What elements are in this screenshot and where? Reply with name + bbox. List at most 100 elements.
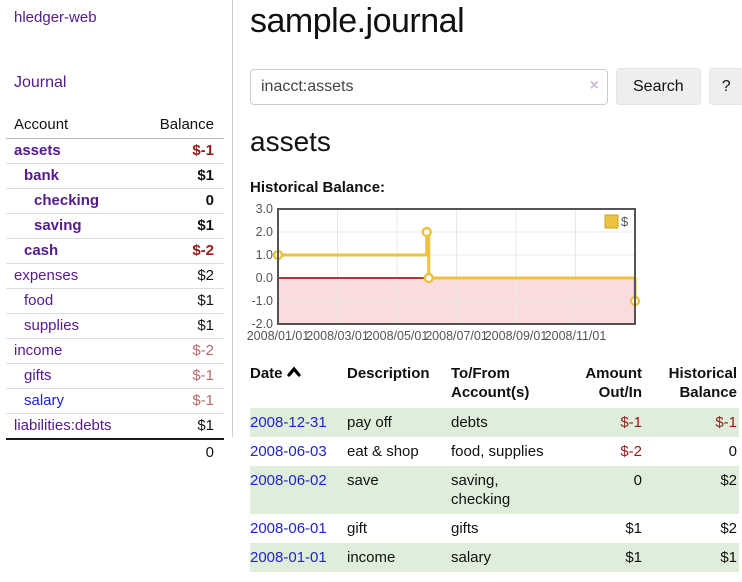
- search-form: × Search ?: [250, 68, 742, 105]
- x-tick-label: 2008/07/01: [425, 329, 488, 343]
- txn-date-link[interactable]: 2008-01-01: [250, 549, 327, 566]
- account-link[interactable]: supplies: [24, 317, 80, 334]
- txn-description: gift: [347, 520, 368, 537]
- account-balance: $-2: [135, 338, 224, 364]
- historical-balance-chart: $3.0 2.0 1.0 0.0 -1.0 -2.02008/01/012008/03/0…: [247, 202, 641, 343]
- account-row: liabilities:debts $1: [6, 413, 224, 439]
- x-tick-label: 2008/05/01: [366, 329, 429, 343]
- txn-amount: $1: [625, 520, 642, 537]
- account-link[interactable]: bank: [24, 167, 60, 184]
- account-row: gifts $-1: [6, 363, 224, 389]
- account-link[interactable]: expenses: [14, 267, 79, 284]
- txn-row: 2008-01-01 income salary $1 $1: [250, 543, 739, 572]
- txn-accounts: gifts: [451, 520, 479, 537]
- txn-row: 2008-12-31 pay off debts $-1 $-1: [250, 408, 739, 437]
- help-button[interactable]: ?: [708, 68, 742, 105]
- sidebar-item-journal[interactable]: Journal: [14, 74, 67, 91]
- account-row: assets $-1: [6, 139, 224, 164]
- account-link[interactable]: food: [24, 292, 54, 309]
- transactions-table: Date Description To/From Account(s) Amount Ou…: [250, 362, 739, 572]
- account-balance: $1: [135, 213, 224, 239]
- x-tick-label: 2008/09/01: [485, 329, 548, 343]
- main-content: sample.journal × Search ? assets Histori…: [247, 0, 742, 572]
- account-balance: $1: [135, 413, 224, 439]
- account-row: bank $1: [6, 163, 224, 189]
- y-tick-label: 0.0: [256, 271, 273, 285]
- txn-col-header[interactable]: To/From Account(s): [451, 365, 530, 401]
- data-point: [421, 226, 432, 238]
- y-tick-label: -1.0: [251, 294, 273, 308]
- txn-description: eat & shop: [347, 443, 419, 460]
- account-balance: $-1: [135, 388, 224, 414]
- account-row: food $1: [6, 288, 224, 314]
- txn-accounts: saving, checking: [451, 466, 563, 514]
- search-button[interactable]: Search: [616, 68, 701, 105]
- txn-description: pay off: [347, 408, 451, 437]
- account-balance: $1: [135, 313, 224, 339]
- txn-accounts: debts: [451, 408, 563, 437]
- clear-search-icon[interactable]: ×: [589, 76, 599, 94]
- y-tick-label: 3.0: [256, 202, 273, 216]
- txn-col-header[interactable]: Historical Balance: [668, 365, 737, 401]
- x-tick-label: 2008/03/01: [306, 329, 369, 343]
- txn-amount: $1: [563, 543, 644, 572]
- account-row: salary $-1: [6, 388, 224, 414]
- account-link[interactable]: cash: [24, 242, 59, 259]
- y-tick-label: 1.0: [256, 248, 273, 262]
- page-title: sample.journal: [250, 2, 465, 40]
- account-row: cash $-2: [6, 238, 224, 264]
- txn-balance: $-1: [644, 408, 739, 437]
- txn-row: 2008-06-01 gift gifts $1 $2: [250, 514, 739, 543]
- account-link[interactable]: income: [14, 342, 63, 359]
- txn-date-link[interactable]: 2008-06-03: [250, 443, 327, 460]
- accounts-col-balance: Balance: [135, 112, 224, 139]
- y-tick-label: 2.0: [256, 225, 273, 239]
- txn-amount: $-1: [563, 408, 644, 437]
- txn-accounts: food, supplies: [451, 443, 544, 460]
- account-link[interactable]: salary: [24, 392, 65, 409]
- txn-description: save: [347, 466, 451, 514]
- account-balance: $-1: [192, 142, 214, 159]
- txn-row: 2008-06-03 eat & shop food, supplies $-2 0: [250, 437, 739, 466]
- txn-date-link[interactable]: 2008-12-31: [250, 414, 327, 431]
- sidebar: hledger-web Journal Account Balance asse…: [0, 0, 232, 465]
- search-input[interactable]: [250, 68, 608, 105]
- txn-balance: $1: [644, 543, 739, 572]
- txn-col-header[interactable]: Amount Out/In: [585, 365, 642, 401]
- txn-description: income: [347, 543, 451, 572]
- txn-balance: $2: [644, 466, 739, 514]
- txn-col-header[interactable]: Description: [347, 365, 430, 382]
- account-link[interactable]: gifts: [24, 367, 52, 384]
- txn-date-link[interactable]: 2008-06-02: [250, 472, 327, 489]
- account-row: saving $1: [6, 213, 224, 239]
- accounts-total-row: 0: [6, 438, 224, 465]
- account-heading: assets: [250, 126, 331, 157]
- account-link[interactable]: assets: [14, 142, 61, 159]
- account-row: checking 0: [6, 188, 224, 214]
- data-point: [423, 272, 434, 284]
- account-row: supplies $1: [6, 313, 224, 339]
- account-balance: $1: [135, 163, 224, 189]
- y-tick-label: -2.0: [251, 317, 273, 331]
- txn-balance: $2: [720, 520, 737, 537]
- legend-swatch: [604, 214, 619, 229]
- txn-amount: $-2: [620, 443, 642, 460]
- account-link[interactable]: checking: [34, 192, 100, 209]
- sort-ascending-icon: [286, 366, 301, 377]
- txn-row: 2008-06-02 save saving, checking 0 $2: [250, 466, 739, 514]
- account-balance: 0: [135, 188, 224, 214]
- txn-amount: 0: [563, 466, 644, 514]
- x-tick-label: 2008/01/01: [247, 329, 310, 343]
- search-box: ×: [250, 68, 608, 105]
- account-link[interactable]: saving: [34, 217, 82, 234]
- txn-date-link[interactable]: 2008-06-01: [250, 520, 327, 537]
- account-link[interactable]: liabilities:debts: [14, 417, 112, 434]
- sidebar-divider: [232, 0, 233, 437]
- txn-accounts: salary: [451, 543, 563, 572]
- app-title-link[interactable]: hledger-web: [14, 9, 97, 26]
- txn-col-header[interactable]: Date: [250, 362, 347, 408]
- chart-title: Historical Balance:: [250, 179, 386, 196]
- accounts-col-account: Account: [6, 112, 136, 139]
- x-tick-label: 2008/11/01: [545, 329, 607, 343]
- account-row: income $-2: [6, 338, 224, 364]
